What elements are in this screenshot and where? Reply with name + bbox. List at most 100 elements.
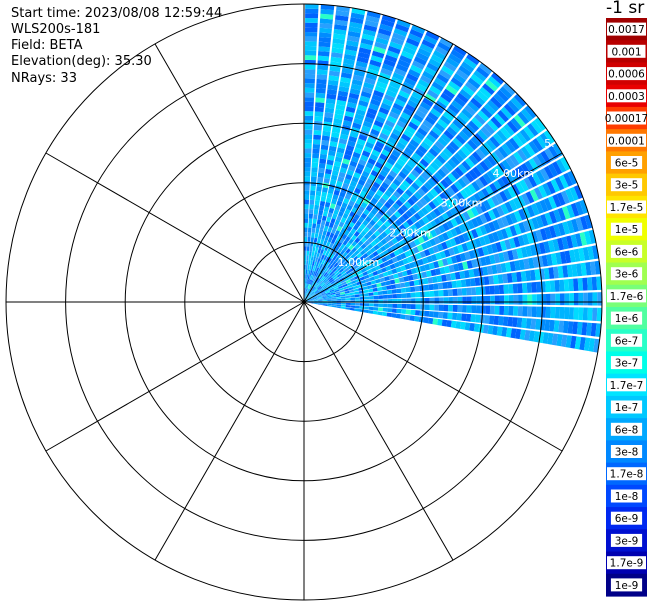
- range-gate-cell: [343, 115, 354, 123]
- range-gate-cell: [390, 182, 399, 191]
- range-gate-cell: [484, 285, 491, 295]
- range-gate-cell: [351, 156, 360, 163]
- range-gate-cell: [445, 144, 457, 155]
- range-gate-cell: [353, 230, 360, 238]
- range-gate-cell: [458, 224, 467, 234]
- range-gate-cell: [413, 238, 421, 246]
- colorbar-label-bg: [610, 333, 643, 347]
- range-gate-cell: [465, 241, 473, 251]
- range-gate-cell: [325, 256, 330, 262]
- range-gate-cell: [380, 223, 388, 231]
- range-gate-cell: [354, 305, 360, 309]
- colorbar-label-bg: [610, 244, 643, 258]
- range-gate-cell: [351, 176, 359, 183]
- range-gate-cell: [386, 209, 394, 217]
- range-gate-cell: [552, 161, 563, 175]
- range-gate-cell: [474, 277, 481, 286]
- range-gate-cell: [327, 226, 333, 233]
- range-gate-cell: [337, 90, 349, 97]
- range-gate-cell: [419, 43, 434, 54]
- range-gate-cell: [423, 34, 438, 45]
- range-gate-cell: [335, 271, 341, 276]
- range-gate-cell: [492, 207, 501, 219]
- range-gate-cell: [325, 168, 332, 175]
- range-gate-cell: [419, 123, 431, 133]
- range-gate-cell: [386, 173, 395, 182]
- range-gate-cell: [316, 219, 322, 225]
- range-gate-cell: [306, 294, 310, 299]
- range-gate-cell: [380, 19, 395, 28]
- range-gate-cell: [345, 298, 351, 301]
- range-gate-cell: [395, 199, 404, 207]
- range-gate-cell: [387, 136, 398, 145]
- range-gate-cell: [379, 23, 394, 32]
- range-gate-cell: [308, 222, 313, 228]
- range-gate-cell: [585, 262, 592, 276]
- range-gate-cell: [373, 291, 379, 296]
- range-gate-cell: [343, 286, 349, 290]
- range-gate-cell: [406, 37, 420, 47]
- range-gate-cell: [352, 285, 359, 290]
- range-gate-cell: [402, 81, 415, 91]
- range-gate-cell: [389, 252, 396, 259]
- range-gate-cell: [492, 325, 499, 336]
- range-gate-cell: [357, 261, 363, 267]
- range-gate-cell: [342, 120, 352, 127]
- range-gate-cell: [305, 27, 318, 33]
- range-gate-cell: [413, 212, 422, 221]
- range-gate-cell: [331, 260, 337, 266]
- range-gate-cell: [341, 202, 348, 209]
- range-gate-cell: [388, 274, 395, 280]
- range-gate-cell: [305, 293, 307, 298]
- range-gate-cell: [418, 316, 425, 323]
- range-gate-cell: [313, 214, 318, 220]
- range-gate-cell: [311, 167, 318, 173]
- range-gate-cell: [305, 293, 308, 298]
- range-gate-cell: [505, 140, 516, 153]
- range-gate-cell: [352, 255, 359, 262]
- range-gate-cell: [560, 190, 570, 205]
- range-gate-cell: [351, 247, 357, 253]
- range-gate-cell: [401, 167, 410, 176]
- range-gate-cell: [407, 197, 416, 206]
- range-gate-cell: [474, 238, 482, 248]
- range-gate-cell: [415, 83, 428, 93]
- range-gate-cell: [463, 186, 473, 197]
- range-gate-cell: [414, 310, 421, 316]
- range-gate-cell: [471, 228, 479, 239]
- colorbar-tick-label: 0.0001: [608, 135, 645, 147]
- range-gate-cell: [451, 312, 458, 321]
- range-gate-cell: [539, 132, 552, 147]
- range-gate-cell: [396, 158, 406, 167]
- range-gate-cell: [515, 181, 525, 194]
- range-gate-cell: [368, 292, 374, 296]
- range-gate-cell: [390, 76, 403, 86]
- range-gate-cell: [527, 174, 538, 188]
- range-gate-cell: [424, 263, 431, 271]
- range-gate-cell: [545, 293, 551, 305]
- range-gate-cell: [580, 262, 587, 276]
- range-gate-cell: [363, 145, 373, 154]
- range-gate-cell: [332, 267, 338, 273]
- colorbar-label-bg: [610, 489, 643, 503]
- range-gate-cell: [369, 153, 379, 162]
- range-gate-cell: [333, 33, 346, 40]
- range-gate-cell: [411, 60, 425, 70]
- range-gate-cell: [374, 161, 384, 170]
- range-gate-cell: [464, 157, 475, 169]
- range-gate-cell: [319, 32, 332, 38]
- range-gate-cell: [319, 27, 332, 34]
- range-gate-cell: [357, 233, 364, 240]
- range-gate-cell: [588, 338, 596, 352]
- range-gate-cell: [487, 325, 494, 335]
- range-gate-cell: [433, 185, 443, 195]
- range-gate-cell: [587, 246, 595, 260]
- range-gate-cell: [357, 240, 364, 247]
- range-gate-cell: [373, 237, 381, 244]
- range-gate-cell: [324, 201, 331, 208]
- range-gate-cell: [387, 225, 395, 233]
- range-gate-cell: [329, 65, 341, 72]
- range-gate-cell: [409, 95, 421, 105]
- range-gate-cell: [550, 293, 556, 306]
- range-gate-cell: [306, 246, 310, 252]
